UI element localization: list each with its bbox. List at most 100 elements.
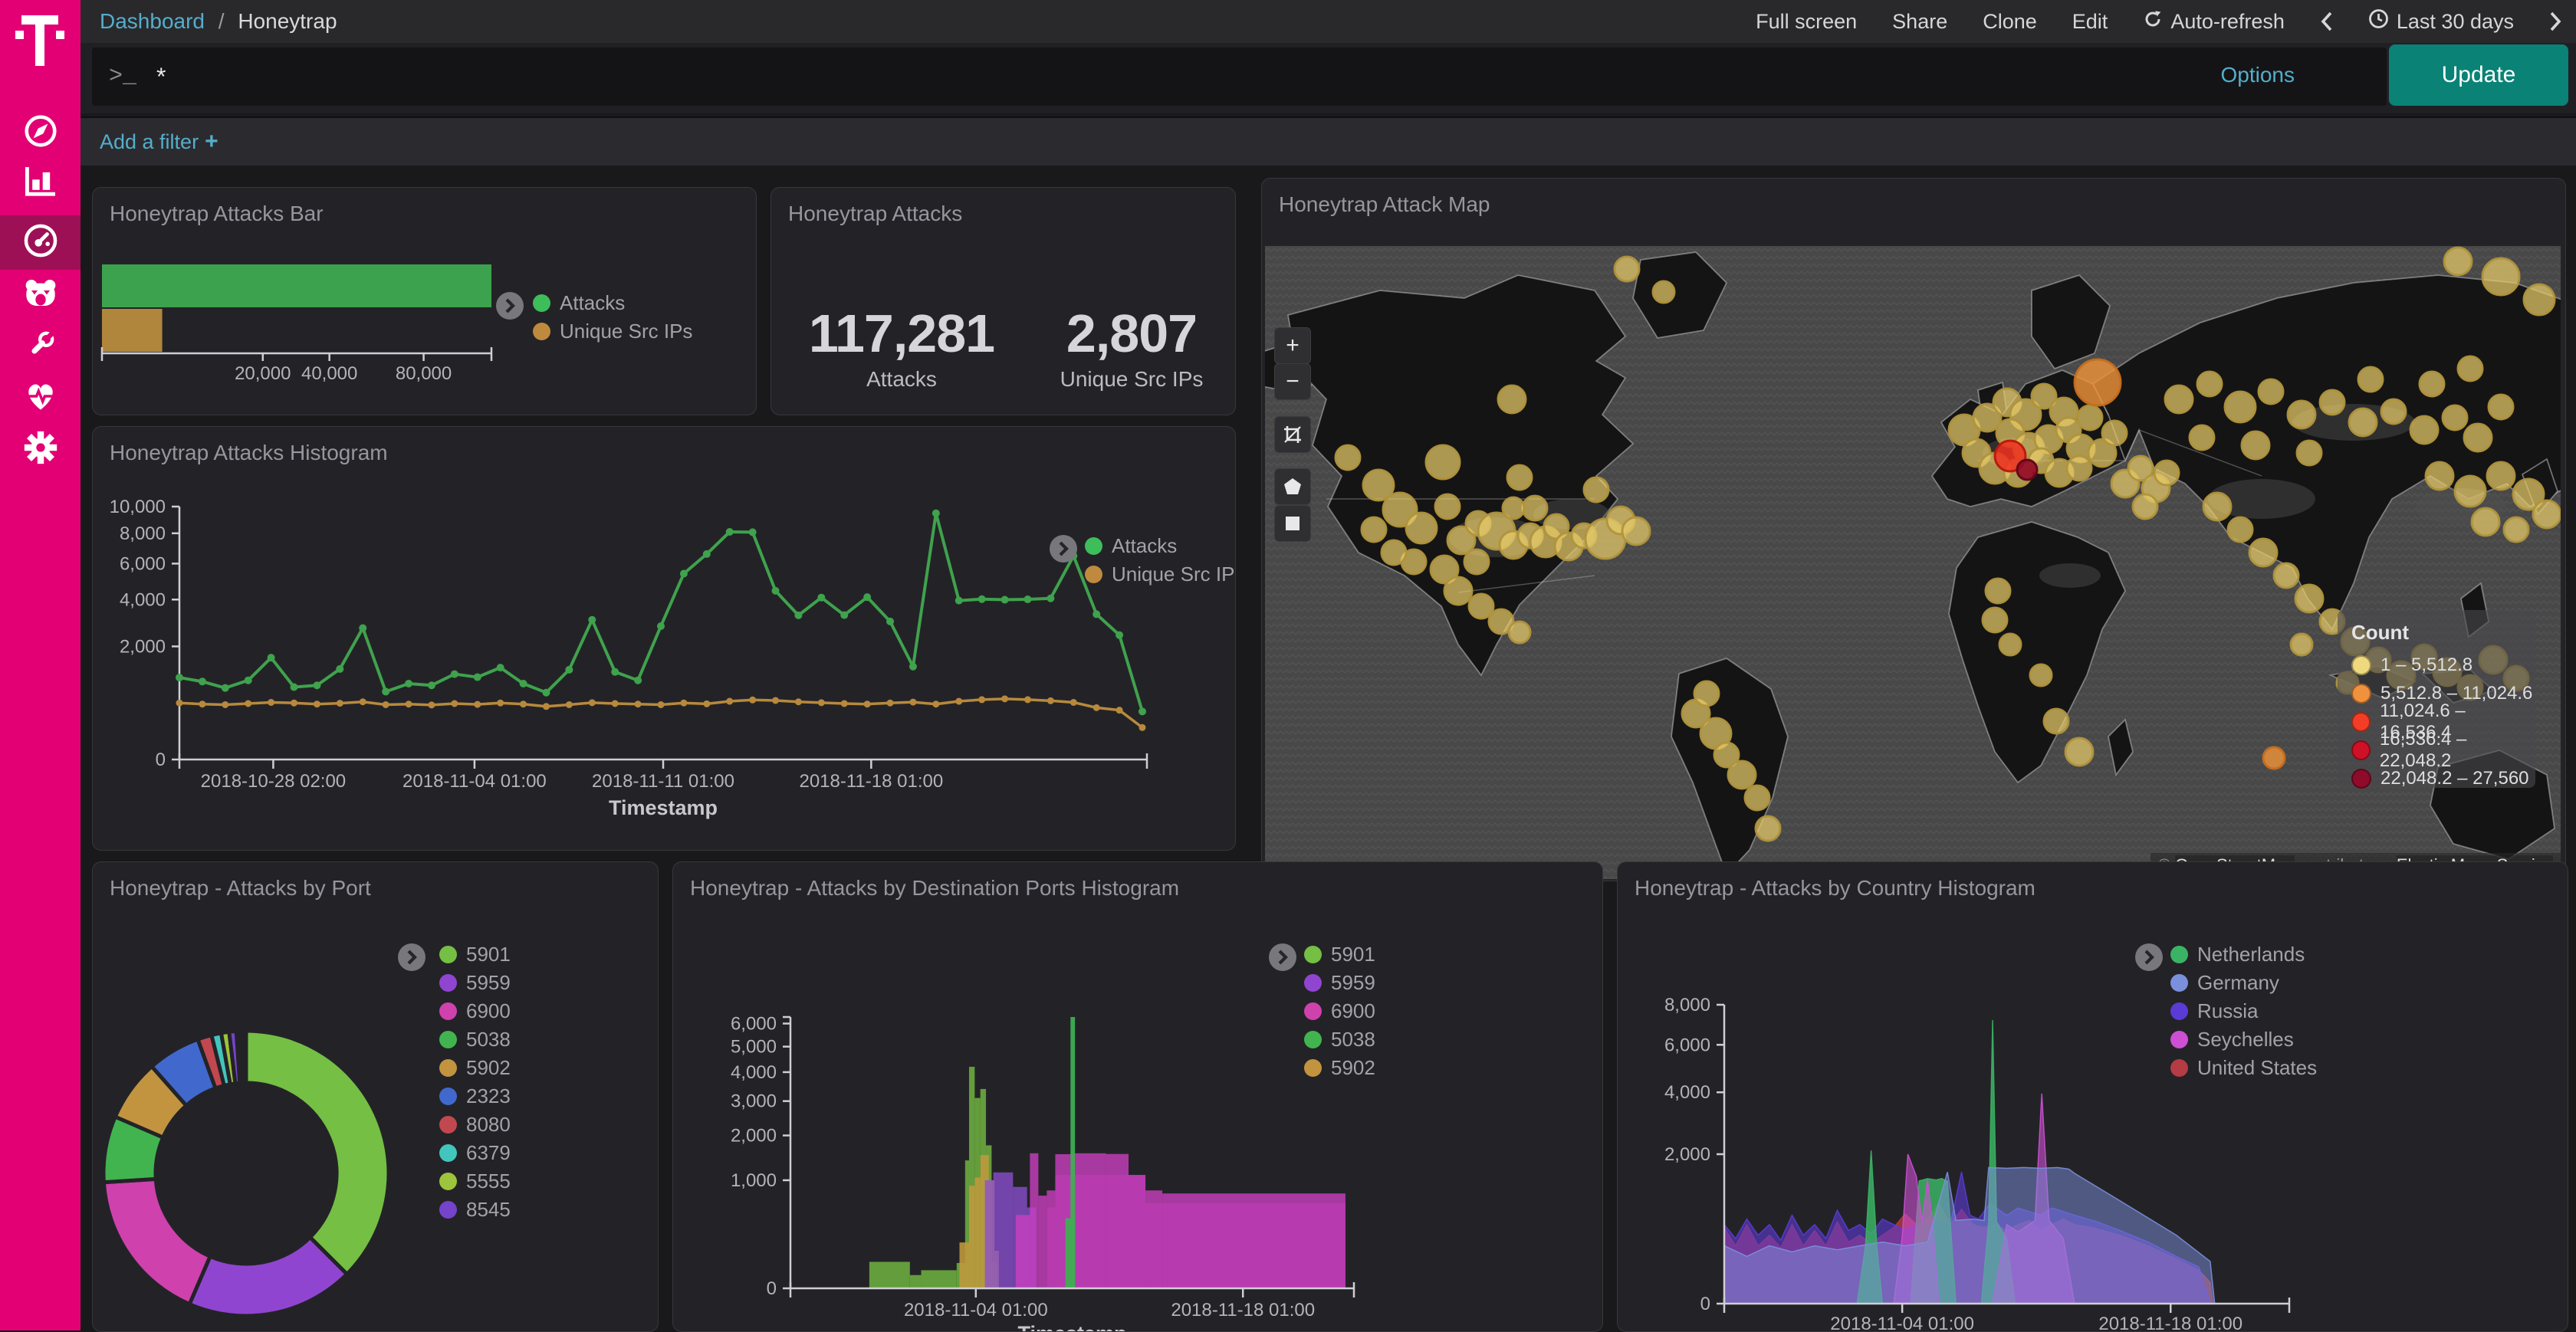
map-legend-range: 16,536.4 – 22,048.2 bbox=[2379, 728, 2467, 771]
legend-item-5902[interactable]: 5902 bbox=[1304, 1054, 1375, 1082]
legend-color-dot bbox=[1304, 974, 1322, 992]
fullscreen-button[interactable]: Full screen bbox=[1756, 9, 1858, 33]
legend-item-8545[interactable]: 8545 bbox=[439, 1196, 511, 1224]
time-back-button[interactable] bbox=[2320, 11, 2333, 32]
share-button[interactable]: Share bbox=[1892, 9, 1948, 33]
query-options-link[interactable]: Options bbox=[2220, 63, 2295, 87]
legend-item-5038[interactable]: 5038 bbox=[439, 1025, 511, 1054]
update-button[interactable]: Update bbox=[2389, 44, 2568, 106]
legend-label: 5038 bbox=[1331, 1028, 1375, 1051]
legend-toggle-button[interactable] bbox=[1050, 535, 1077, 563]
legend-item-2323[interactable]: 2323 bbox=[439, 1082, 511, 1111]
country-histogram[interactable]: 0 2,000 4,000 6,000 8,000 2018-11-04 01:00 201… bbox=[1618, 862, 2568, 1331]
sidebar-item-monitoring[interactable] bbox=[0, 271, 80, 320]
svg-text:8,000: 8,000 bbox=[1664, 995, 1710, 1015]
edit-button[interactable]: Edit bbox=[2072, 9, 2108, 33]
svg-text:2018-11-18 01:00: 2018-11-18 01:00 bbox=[2098, 1314, 2242, 1331]
svg-text:10,000: 10,000 bbox=[110, 497, 166, 517]
legend-item-5902[interactable]: 5902 bbox=[439, 1054, 511, 1082]
legend-item-5901[interactable]: 5901 bbox=[1304, 940, 1375, 969]
map-draw-polygon-button[interactable] bbox=[1274, 468, 1311, 505]
legend-label: 6900 bbox=[1331, 999, 1375, 1022]
legend-color-dot bbox=[439, 1201, 457, 1219]
legend-color-dot bbox=[2170, 1002, 2188, 1020]
time-forward-button[interactable] bbox=[2549, 11, 2562, 32]
map-legend-item: 22,048.2 – 27,560 bbox=[2351, 764, 2535, 792]
map-fit-extent-button[interactable] bbox=[1274, 416, 1311, 453]
legend-color-dot bbox=[2170, 1031, 2188, 1048]
legend-label: 5901 bbox=[466, 943, 511, 966]
add-filter-link[interactable]: Add a filter + bbox=[100, 129, 219, 154]
legend-item-attacks[interactable]: Attacks bbox=[533, 289, 692, 317]
attacks-by-port-donut[interactable] bbox=[93, 862, 658, 1331]
legend-toggle-button[interactable] bbox=[496, 292, 524, 320]
svg-text:3,000: 3,000 bbox=[731, 1091, 777, 1112]
app-sidebar bbox=[0, 0, 80, 1330]
legend-color-dot bbox=[439, 974, 457, 992]
svg-text:2,000: 2,000 bbox=[731, 1126, 777, 1147]
legend-color-dot bbox=[1304, 1059, 1322, 1077]
sidebar-item-discover[interactable] bbox=[0, 108, 80, 157]
map-legend-item: 16,536.4 – 22,048.2 bbox=[2351, 729, 2535, 771]
legend-label: 6900 bbox=[466, 999, 511, 1022]
attacks-line-chart[interactable]: 0 2,000 4,000 6,000 8,000 10,000 2018-10-28 02… bbox=[93, 427, 1235, 850]
legend-item-6900[interactable]: 6900 bbox=[439, 997, 511, 1025]
bear-icon bbox=[22, 275, 59, 316]
legend-item-unique-src-ips[interactable]: Unique Src IPs bbox=[533, 317, 692, 346]
time-picker-button[interactable]: Last 30 days bbox=[2368, 8, 2514, 34]
map-zoom-out-button[interactable]: − bbox=[1274, 363, 1311, 400]
legend-item-attacks[interactable]: Attacks bbox=[1085, 532, 1235, 560]
svg-text:0: 0 bbox=[767, 1278, 777, 1299]
legend-color-dot bbox=[1304, 946, 1322, 963]
legend-item-netherlands[interactable]: Netherlands bbox=[2170, 940, 2317, 969]
legend-label: 5038 bbox=[466, 1028, 511, 1051]
map-legend-range: 11,024.6 – 16,536.4 bbox=[2380, 700, 2466, 743]
sidebar-item-visualize[interactable] bbox=[0, 159, 80, 208]
map-zoom-in-button[interactable]: + bbox=[1274, 327, 1311, 364]
legend-toggle-button[interactable] bbox=[1269, 943, 1296, 971]
legend-item-5038[interactable]: 5038 bbox=[1304, 1025, 1375, 1054]
legend-item-5901[interactable]: 5901 bbox=[439, 940, 511, 969]
sidebar-item-uptime[interactable] bbox=[0, 373, 80, 422]
svg-text:Timestamp: Timestamp bbox=[609, 796, 718, 819]
compass-icon bbox=[23, 113, 58, 153]
legend-item-6379[interactable]: 6379 bbox=[439, 1139, 511, 1167]
plus-icon: + bbox=[205, 129, 219, 154]
sidebar-item-dev-tools[interactable] bbox=[0, 322, 80, 371]
legend-item-8080[interactable]: 8080 bbox=[439, 1111, 511, 1139]
legend-label: Attacks bbox=[1112, 534, 1178, 557]
legend-label: 8545 bbox=[466, 1198, 511, 1221]
sidebar-item-management[interactable] bbox=[0, 425, 80, 474]
legend-item-germany[interactable]: Germany bbox=[2170, 969, 2317, 997]
legend-color-dot bbox=[439, 1173, 457, 1190]
legend-item-russia[interactable]: Russia bbox=[2170, 997, 2317, 1025]
legend-color-dot bbox=[533, 294, 550, 312]
query-value: * bbox=[156, 62, 166, 90]
legend-item-unique-src-ips[interactable]: Unique Src IPs bbox=[1085, 560, 1235, 589]
legend-item-5959[interactable]: 5959 bbox=[439, 969, 511, 997]
dest-ports-histogram[interactable]: 0 1,000 2,000 3,000 4,000 5,000 6,000 2018-11-0… bbox=[673, 862, 1602, 1331]
legend-toggle-button[interactable] bbox=[2135, 943, 2163, 971]
panel-title: Honeytrap Attacks Histogram bbox=[110, 441, 388, 464]
attacks-bar-chart[interactable]: 20,000 40,000 80,000 bbox=[93, 188, 756, 415]
breadcrumb: Dashboard / Honeytrap bbox=[100, 9, 337, 34]
legend-item-5555[interactable]: 5555 bbox=[439, 1167, 511, 1196]
legend-item-united-states[interactable]: United States bbox=[2170, 1054, 2317, 1082]
clone-button[interactable]: Clone bbox=[1983, 9, 2037, 33]
map-draw-rectangle-button[interactable] bbox=[1274, 505, 1311, 542]
map-legend-range: 1 – 5,512.8 bbox=[2380, 654, 2473, 675]
legend-toggle-button[interactable] bbox=[398, 943, 426, 971]
legend-item-seychelles[interactable]: Seychelles bbox=[2170, 1025, 2317, 1054]
search-query-input[interactable]: >_ * Options bbox=[92, 48, 2387, 106]
legend-item-5959[interactable]: 5959 bbox=[1304, 969, 1375, 997]
wrench-icon bbox=[23, 327, 58, 366]
auto-refresh-button[interactable]: Auto-refresh bbox=[2143, 9, 2285, 34]
map-legend-range: 5,512.8 – 11,024.6 bbox=[2380, 682, 2533, 704]
panel-attacks-by-port: Honeytrap - Attacks by Port 5901 5959 6900… bbox=[92, 861, 659, 1332]
svg-text:2018-11-04 01:00: 2018-11-04 01:00 bbox=[402, 771, 547, 792]
telekom-logo[interactable] bbox=[15, 14, 64, 79]
sidebar-item-dashboard[interactable] bbox=[0, 218, 80, 267]
map-legend-dot bbox=[2351, 711, 2371, 732]
breadcrumb-dashboard-link[interactable]: Dashboard bbox=[100, 9, 205, 33]
legend-item-6900[interactable]: 6900 bbox=[1304, 997, 1375, 1025]
